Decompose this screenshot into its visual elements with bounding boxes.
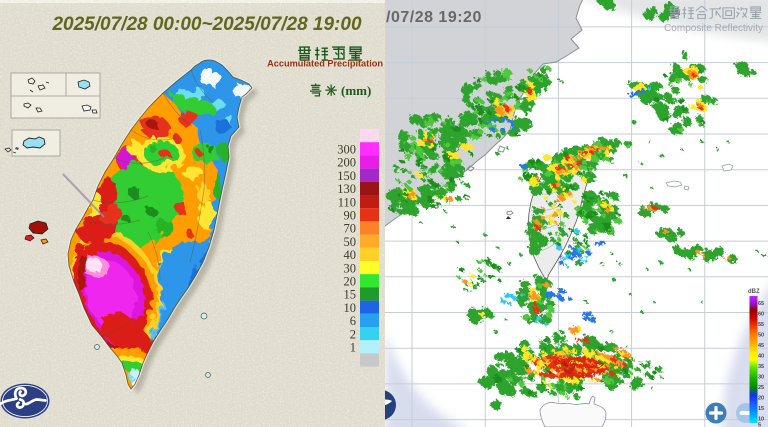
svg-text:6: 6 bbox=[350, 314, 356, 328]
svg-text:50: 50 bbox=[758, 333, 764, 339]
svg-text:300: 300 bbox=[337, 143, 356, 157]
svg-text:dBZ: dBZ bbox=[748, 289, 760, 295]
svg-text:5: 5 bbox=[758, 423, 761, 427]
svg-text:10: 10 bbox=[344, 301, 357, 315]
svg-text:70: 70 bbox=[344, 222, 357, 236]
svg-text:40: 40 bbox=[758, 354, 764, 360]
svg-text:30: 30 bbox=[758, 375, 764, 381]
svg-text:65: 65 bbox=[758, 301, 764, 307]
svg-text:40: 40 bbox=[344, 248, 357, 262]
svg-text:2025/07/28 00:00~2025/07/28 19: 2025/07/28 00:00~2025/07/28 19:00 bbox=[51, 14, 361, 35]
svg-text:/07/28 19:20: /07/28 19:20 bbox=[386, 9, 482, 26]
svg-text:55: 55 bbox=[758, 322, 764, 328]
svg-text:50: 50 bbox=[344, 235, 357, 249]
svg-text:10: 10 bbox=[758, 417, 764, 423]
svg-text:20: 20 bbox=[758, 396, 764, 402]
svg-text:150: 150 bbox=[337, 169, 356, 183]
svg-text:15: 15 bbox=[344, 288, 357, 302]
svg-text:20: 20 bbox=[344, 275, 357, 289]
svg-text:30: 30 bbox=[344, 261, 357, 275]
svg-text:130: 130 bbox=[337, 182, 356, 196]
svg-text:Composite Reflectivity: Composite Reflectivity bbox=[664, 23, 763, 34]
svg-text:25: 25 bbox=[758, 385, 764, 391]
svg-text:110: 110 bbox=[338, 195, 356, 209]
svg-text:90: 90 bbox=[344, 209, 357, 223]
svg-text:60: 60 bbox=[758, 312, 764, 318]
svg-text:2: 2 bbox=[350, 327, 356, 341]
svg-text:(mm): (mm) bbox=[341, 83, 371, 98]
svg-text:200: 200 bbox=[337, 156, 356, 170]
svg-text:35: 35 bbox=[758, 364, 764, 370]
svg-text:Accumulated Precipitation: Accumulated Precipitation bbox=[267, 59, 383, 69]
svg-text:45: 45 bbox=[758, 343, 764, 349]
svg-text:1: 1 bbox=[350, 341, 356, 355]
svg-text:15: 15 bbox=[758, 406, 764, 412]
